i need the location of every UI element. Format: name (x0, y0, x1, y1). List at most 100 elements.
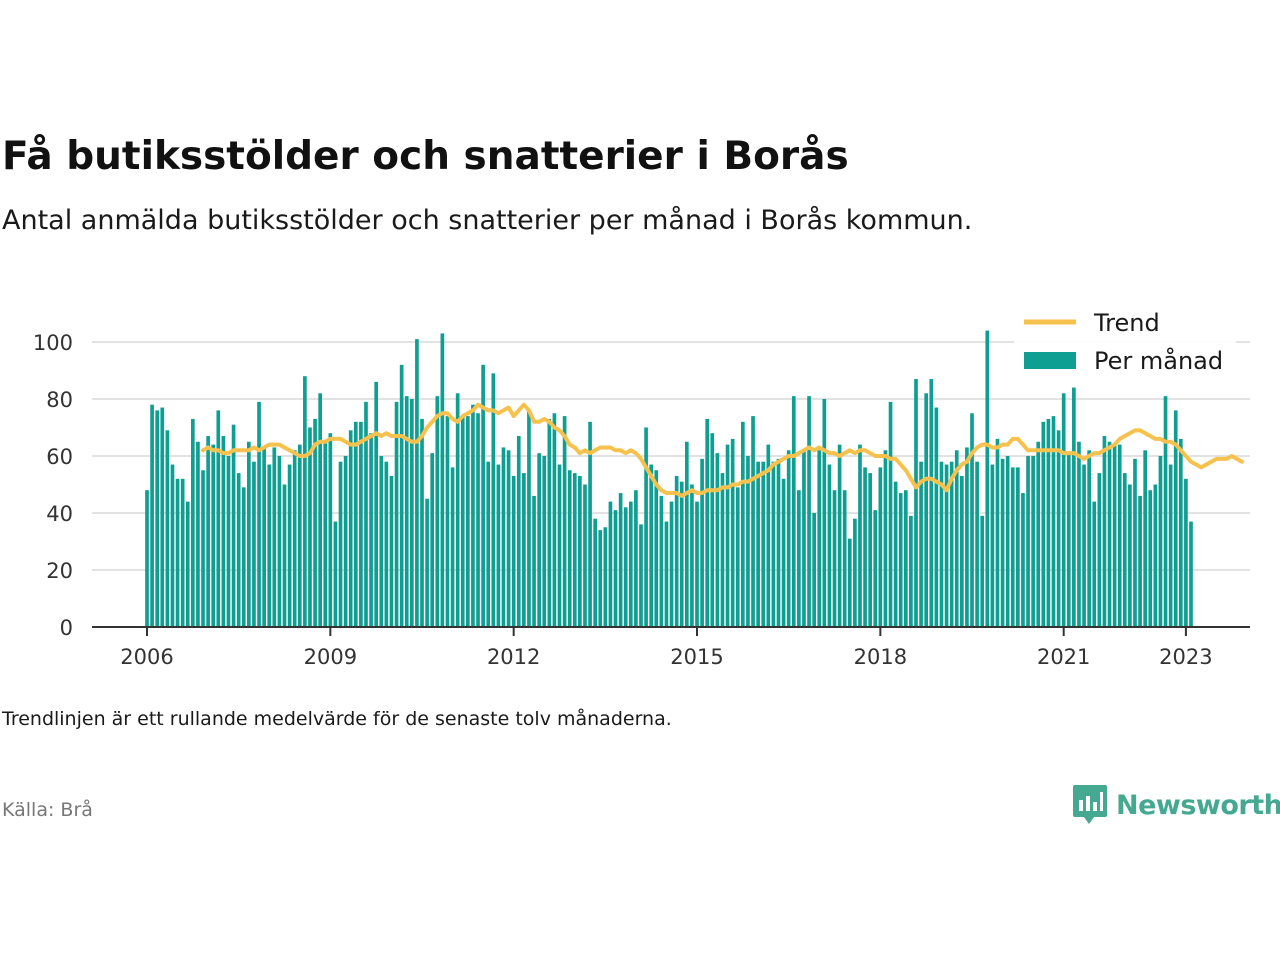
bar (842, 490, 847, 627)
bar (379, 456, 384, 627)
bar-series (145, 330, 1193, 627)
bar (308, 427, 312, 627)
y-tick-label: 40 (46, 502, 73, 526)
bar (547, 418, 552, 627)
bar (623, 507, 628, 627)
bar (949, 461, 954, 627)
bar (277, 456, 282, 627)
bar (236, 473, 241, 627)
bar (720, 473, 725, 627)
bar (150, 404, 154, 627)
bar (1143, 450, 1147, 627)
bar (226, 456, 231, 627)
bar (832, 490, 837, 627)
bar (353, 421, 358, 627)
bar (552, 413, 557, 627)
bar (669, 501, 674, 627)
bar (1178, 438, 1183, 627)
bar (919, 461, 923, 627)
bar (965, 447, 969, 627)
bar (359, 421, 363, 627)
bar (618, 493, 623, 627)
bar (598, 530, 603, 627)
bar (185, 501, 190, 627)
bar (868, 473, 872, 627)
bar (578, 475, 582, 627)
bar (1066, 453, 1071, 627)
bar (191, 418, 195, 627)
bar (1041, 421, 1046, 627)
bar (466, 416, 470, 627)
bar (893, 481, 898, 627)
bar (471, 404, 475, 627)
bar (481, 364, 485, 627)
bar (557, 464, 562, 627)
bar (583, 484, 587, 627)
bar (797, 490, 801, 627)
bar (776, 458, 781, 627)
legend-bar-label: Per månad (1094, 346, 1223, 375)
bar (501, 447, 506, 627)
bar (572, 473, 577, 627)
bar (741, 421, 745, 627)
bar (282, 484, 287, 627)
bar (679, 481, 684, 627)
bar (985, 330, 990, 627)
bar (1102, 436, 1107, 627)
bar (303, 376, 307, 627)
bar (613, 510, 618, 627)
bar (1000, 458, 1005, 627)
bar (654, 470, 659, 627)
bar (455, 393, 460, 627)
bar (1148, 490, 1153, 627)
bar (333, 521, 338, 627)
bar (542, 456, 547, 627)
bar (1092, 501, 1097, 627)
bar (659, 495, 664, 627)
bar (511, 475, 516, 627)
bar (1056, 430, 1061, 627)
bar (690, 484, 694, 627)
bar (460, 416, 465, 627)
bar (873, 510, 878, 627)
bar (262, 447, 266, 627)
bar (1158, 456, 1163, 627)
legend-bar-swatch (1024, 352, 1076, 369)
bar (206, 436, 210, 627)
bar (221, 436, 226, 627)
y-tick-label: 60 (46, 445, 73, 469)
bar (318, 393, 322, 627)
bar (786, 450, 791, 627)
bar (883, 450, 888, 627)
bar (374, 381, 379, 627)
bar (527, 410, 531, 627)
bar (715, 453, 720, 627)
bar (287, 464, 292, 627)
bar (939, 461, 944, 627)
bar (420, 418, 424, 627)
bar (812, 513, 816, 627)
bar (588, 421, 592, 627)
bar (960, 475, 964, 627)
bar (1168, 464, 1173, 627)
source-text: Källa: Brå (2, 799, 93, 821)
bar (593, 518, 597, 627)
bar (1189, 521, 1193, 627)
legend-background (1014, 304, 1236, 386)
bar (781, 478, 786, 627)
chart: 0 20 40 60 80 100 2006 2009 2012 2015 2018 2021 202… (33, 304, 1250, 669)
bar (853, 518, 857, 627)
bar (1138, 495, 1142, 627)
bar (404, 396, 409, 627)
bar (664, 521, 669, 627)
bar (1026, 456, 1030, 627)
bar (995, 438, 1000, 627)
bar (323, 441, 328, 627)
bar (863, 467, 867, 627)
bar (914, 379, 918, 627)
bar (486, 461, 491, 627)
bar (1072, 387, 1076, 627)
bar (338, 461, 343, 627)
bar (751, 416, 755, 627)
bar (791, 396, 796, 627)
